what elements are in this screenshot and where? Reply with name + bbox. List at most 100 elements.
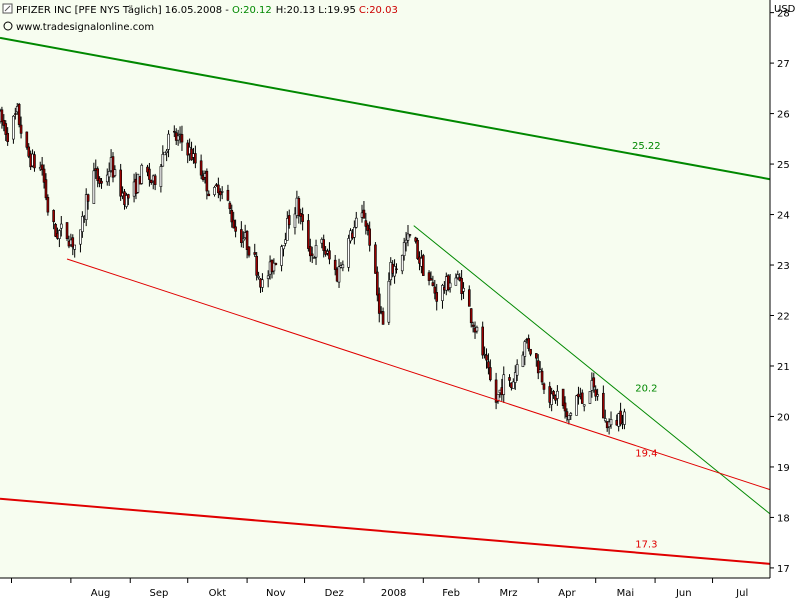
candle-body xyxy=(6,133,9,142)
candle-body xyxy=(42,168,46,183)
candle-body xyxy=(567,415,571,421)
candle-body xyxy=(582,404,586,407)
candle-body xyxy=(44,179,48,199)
candle-body xyxy=(163,151,167,156)
candle-body xyxy=(427,272,431,281)
candle-body xyxy=(565,411,569,418)
candle-body xyxy=(205,170,209,192)
candle-body xyxy=(113,169,117,176)
candle-body xyxy=(487,361,490,369)
candle-body xyxy=(100,180,103,184)
candle-body xyxy=(408,234,412,236)
candle-body xyxy=(416,240,419,259)
candle-body xyxy=(552,390,555,396)
candle-body xyxy=(435,292,439,302)
candle-body xyxy=(333,259,337,270)
y-tick-label: 25 xyxy=(777,160,790,171)
candle-body xyxy=(125,195,128,207)
candle-body xyxy=(180,134,184,143)
y-tick-label: 28 xyxy=(777,9,790,20)
candle-body xyxy=(328,250,331,260)
candle-body xyxy=(575,395,578,416)
candle-body xyxy=(226,189,230,201)
candle-body xyxy=(596,394,599,397)
x-tick-label: Aug xyxy=(91,588,111,599)
candle-body xyxy=(201,175,205,180)
candle-body xyxy=(387,280,391,323)
candle-body xyxy=(73,244,77,250)
candle-body xyxy=(362,209,366,219)
candle-body xyxy=(446,275,450,291)
chart-title: PFIZER INC [PFE NYS Täglich] 16.05.2008 … xyxy=(16,5,398,16)
candle-body xyxy=(448,282,452,288)
candle-body xyxy=(404,239,408,244)
candle-body xyxy=(354,217,358,228)
y-tick-label: 20 xyxy=(777,412,790,423)
x-tick-label: Nov xyxy=(266,588,286,599)
y-tick-label: 26 xyxy=(777,110,790,121)
y-tick-label: 23 xyxy=(777,261,790,272)
y-tick-label: 17 xyxy=(777,564,790,575)
candle-body xyxy=(153,175,157,185)
candle-body xyxy=(217,184,220,194)
candle-body xyxy=(550,393,553,405)
candle-body xyxy=(261,279,264,288)
candle-body xyxy=(588,391,592,404)
candle-body xyxy=(257,275,260,278)
candle-body xyxy=(512,381,515,389)
candle-body xyxy=(176,135,180,141)
candle-body xyxy=(284,239,287,244)
candle-body xyxy=(592,377,596,388)
candle-body xyxy=(402,242,406,256)
candle-body xyxy=(230,209,234,223)
candle-body xyxy=(96,168,99,181)
candle-body xyxy=(140,164,144,184)
candle-body xyxy=(312,257,316,259)
candle-body xyxy=(481,326,484,356)
candle-body xyxy=(111,156,115,178)
candle-body xyxy=(274,262,278,265)
candle-body xyxy=(86,194,90,202)
candle-body xyxy=(602,392,605,419)
candle-body xyxy=(65,222,69,240)
candle-body xyxy=(220,191,224,193)
candle-body xyxy=(376,271,379,296)
candle-body xyxy=(467,289,471,307)
x-tick-label: Jun xyxy=(675,588,692,599)
candle-body xyxy=(341,264,345,269)
candle-body xyxy=(2,119,6,126)
header-icon-top-glyph xyxy=(4,5,11,12)
title-low: L:19.95 xyxy=(318,5,356,16)
candle-body xyxy=(374,244,377,274)
candle-body xyxy=(433,286,437,294)
candle-body xyxy=(406,233,410,241)
candle-body xyxy=(623,411,626,425)
candle-body xyxy=(542,383,546,390)
x-tick-label: Dez xyxy=(325,588,344,599)
candle-body xyxy=(232,219,235,229)
trendline-label: 17.3 xyxy=(635,540,657,551)
candle-body xyxy=(400,254,404,272)
candle-body xyxy=(127,194,130,199)
candle-body xyxy=(255,255,258,276)
candle-body xyxy=(368,228,371,246)
candle-body xyxy=(508,377,511,381)
candle-body xyxy=(485,354,488,361)
candle-body xyxy=(92,170,96,204)
candles-layer xyxy=(0,102,626,435)
source-label: www.tradesignalonline.com xyxy=(16,22,154,33)
y-tick-label: 24 xyxy=(777,211,790,222)
candle-body xyxy=(460,277,463,294)
candle-body xyxy=(429,278,433,281)
candle-body xyxy=(46,197,50,213)
candle-body xyxy=(523,341,527,357)
candle-body xyxy=(603,418,607,422)
candle-body xyxy=(119,169,122,197)
candle-body xyxy=(173,131,176,133)
candle-body xyxy=(462,287,465,292)
x-tick-label: Apr xyxy=(558,588,576,599)
copyright-icon xyxy=(3,21,13,31)
candle-body xyxy=(475,326,479,332)
title-high: H:20.13 xyxy=(276,5,316,16)
